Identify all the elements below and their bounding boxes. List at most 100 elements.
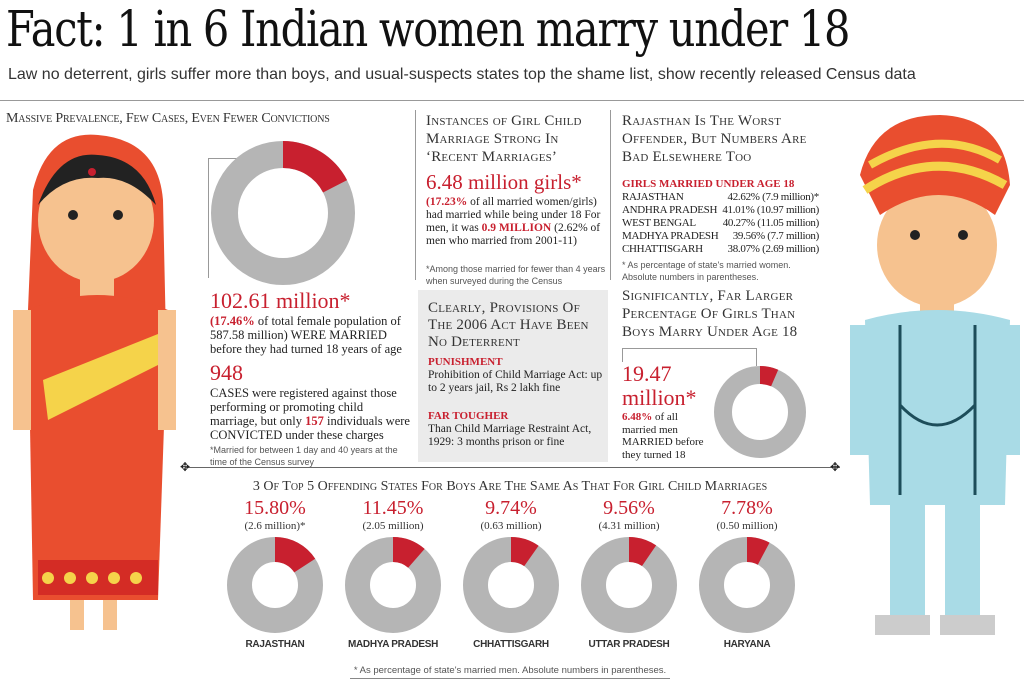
state-row: WEST BENGAL 40.27% (11.05 million): [622, 217, 819, 230]
tougher-text: Than Child Marriage Restraint Act, 1929:…: [428, 423, 592, 448]
state-name: WEST BENGAL: [622, 217, 696, 229]
state-label: RAJASTHAN: [245, 639, 305, 650]
state-label: CHHATTISGARH: [473, 639, 549, 650]
women-desc-text: of total female population of 587.58 mil…: [210, 314, 402, 356]
state-name: CHHATTISGARH: [622, 243, 703, 255]
state-donut: [581, 537, 677, 633]
state-2-highlight-slice: [511, 537, 539, 567]
state-abs: (2.05 million): [362, 520, 424, 532]
state-label: UTTAR PRADESH: [588, 639, 670, 650]
tougher-label: FAR TOUGHER: [428, 410, 509, 422]
boys-states-charts: 15.80% (2.6 million)* RAJASTHAN 11.45% (2…: [216, 497, 816, 651]
connector-line: [756, 348, 757, 366]
state-row: MADHYA PRADESH 39.56% (7.7 million): [622, 230, 819, 243]
state-pct: 15.80%: [244, 497, 306, 519]
connector-line: [622, 348, 756, 349]
state-donut: [699, 537, 795, 633]
cases-text-2: individuals were CONVICTED under these c…: [210, 414, 410, 442]
divider: [0, 100, 1024, 101]
state-abs: (4.31 million): [598, 520, 660, 532]
state-pct: 9.74%: [485, 497, 537, 519]
state-row: CHHATTISGARH 38.07% (2.69 million): [622, 243, 819, 256]
groom-illustration: [850, 115, 1020, 635]
state-4-highlight-slice: [747, 537, 770, 565]
state-list: RAJASTHAN 42.62% (7.9 million)* ANDHRA PR…: [622, 191, 819, 256]
right-heading: Rajasthan Is The Worst Offender, But Num…: [622, 113, 807, 165]
state-label: MADHYA PRADESH: [347, 639, 439, 650]
bottom-heading: 3 Of Top 5 Offending States For Boys Are…: [252, 479, 768, 494]
middle-note: *Among those married for fewer than 4 ye…: [426, 264, 606, 286]
men-desc: 6.48% of all married men MARRIED before …: [622, 411, 712, 461]
middle-text-2: (2.62% of men who married from 2001-11): [426, 222, 601, 247]
column-divider: [610, 110, 611, 280]
state-value: 40.27% (11.05 million): [722, 217, 820, 229]
left-heading: Massive Prevalence, Few Cases, Even Fewe…: [6, 111, 330, 126]
women-figure: 102.61 million*: [210, 288, 351, 313]
bottom-note-text: * As percentage of state's married men. …: [349, 665, 671, 679]
state-chart-haryana: 7.78% (0.50 million) HARYANA: [688, 497, 806, 651]
men-figure: 0.9 MILLION: [481, 222, 552, 234]
connector-line: [622, 348, 623, 362]
state-donut: [463, 537, 559, 633]
state-pct: 11.45%: [362, 497, 424, 519]
state-name: MADHYA PRADESH: [622, 230, 719, 242]
bride-illustration: [13, 134, 176, 630]
diamond-icon: ✥: [180, 460, 191, 474]
men-highlight-slice: [760, 366, 779, 387]
left-note: *Married for between 1 day and 40 years …: [210, 445, 398, 467]
cases-desc: CASES were registered against those perf…: [210, 386, 413, 442]
state-abs: (2.6 million)*: [244, 520, 306, 532]
right-heading-2: Significantly, Far Larger Percentage Of …: [622, 288, 798, 340]
men-figure-big: 19.47 million*: [622, 361, 697, 410]
state-1-highlight-slice: [393, 537, 425, 568]
state-value: 41.01% (10.97 million): [722, 204, 819, 216]
state-0-highlight-slice: [275, 537, 316, 573]
middle-heading: Instances of Girl Child Marriage Strong …: [426, 113, 582, 165]
state-donut: [345, 537, 441, 633]
headline: Fact: 1 in 6 Indian women marry under 18: [6, 0, 850, 58]
state-label: HARYANA: [723, 639, 771, 650]
right-note: * As percentage of state's married women…: [622, 260, 791, 282]
state-pct: 9.56%: [603, 497, 655, 519]
list-title: GIRLS MARRIED UNDER AGE 18: [622, 178, 795, 190]
state-chart-madhya-pradesh: 11.45% (2.05 million) MADHYA PRADESH: [334, 497, 452, 651]
state-name: RAJASTHAN: [622, 191, 684, 203]
women-highlight-slice: [283, 141, 348, 193]
state-abs: (0.63 million): [480, 520, 542, 532]
state-row: ANDHRA PRADESH 41.01% (10.97 million): [622, 204, 819, 217]
state-row: RAJASTHAN 42.62% (7.9 million)*: [622, 191, 819, 204]
convicted-count: 157: [305, 414, 324, 428]
middle-text: of all married women/girls) had married …: [426, 196, 601, 234]
men-rest-slice: [714, 366, 806, 458]
state-value: 42.62% (7.9 million)*: [727, 191, 820, 203]
donut-men-chart: [714, 366, 806, 458]
girls-figure: 6.48 million girls*: [426, 170, 582, 194]
state-value: 38.07% (2.69 million): [727, 243, 820, 255]
act-box: [418, 290, 608, 462]
state-name: ANDHRA PRADESH: [622, 204, 718, 216]
connector-line: [208, 158, 209, 278]
cases-text: CASES were registered against those perf…: [210, 386, 397, 428]
box-heading: Clearly, Provisions Of The 2006 Act Have…: [428, 300, 589, 350]
punishment-label: PUNISHMENT: [428, 356, 503, 368]
donut-women-chart: [211, 141, 355, 285]
men-desc-text: of all married men MARRIED before they t…: [622, 411, 704, 461]
state-abs: (0.50 million): [716, 520, 778, 532]
state-pct: 7.78%: [721, 497, 773, 519]
state-donut: [227, 537, 323, 633]
column-divider: [415, 110, 416, 280]
state-chart-uttar-pradesh: 9.56% (4.31 million) UTTAR PRADESH: [570, 497, 688, 651]
middle-desc: (17.23% of all married women/girls) had …: [426, 196, 609, 248]
punishment-text: Prohibition of Child Marriage Act: up to…: [428, 369, 603, 394]
bottom-note: * As percentage of state's married men. …: [200, 665, 820, 679]
state-value: 39.56% (7.7 million): [732, 230, 820, 242]
girls-pct: (17.23%: [426, 196, 468, 208]
cases-figure: 948: [210, 360, 243, 385]
women-pct: (17.46%: [210, 314, 255, 328]
diamond-icon: ✥: [830, 460, 841, 474]
subheadline: Law no deterrent, girls suffer more than…: [8, 66, 916, 83]
men-pct: 6.48%: [622, 411, 653, 423]
bottom-divider: [185, 467, 840, 468]
state-chart-chhattisgarh: 9.74% (0.63 million) CHHATTISGARH: [452, 497, 570, 651]
women-desc: (17.46% of total female population of 58…: [210, 314, 413, 356]
